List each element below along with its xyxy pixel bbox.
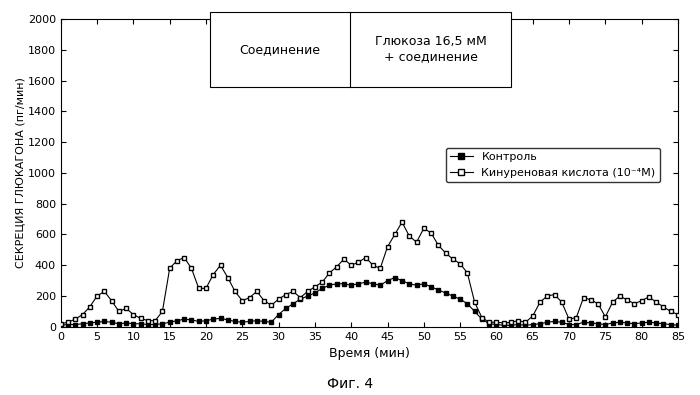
Legend: Контроль, Кинуреновая кислота (10⁻⁴М): Контроль, Кинуреновая кислота (10⁻⁴М) bbox=[446, 148, 660, 182]
X-axis label: Время (мин): Время (мин) bbox=[329, 347, 410, 360]
Text: Соединение: Соединение bbox=[239, 43, 321, 56]
Y-axis label: СЕКРЕЦИЯ ГЛЮКАГОНА (пг/мин): СЕКРЕЦИЯ ГЛЮКАГОНА (пг/мин) bbox=[15, 77, 25, 268]
Text: Глюкоза 16,5 мМ
+ соединение: Глюкоза 16,5 мМ + соединение bbox=[374, 36, 486, 63]
Text: Фиг. 4: Фиг. 4 bbox=[327, 377, 373, 391]
